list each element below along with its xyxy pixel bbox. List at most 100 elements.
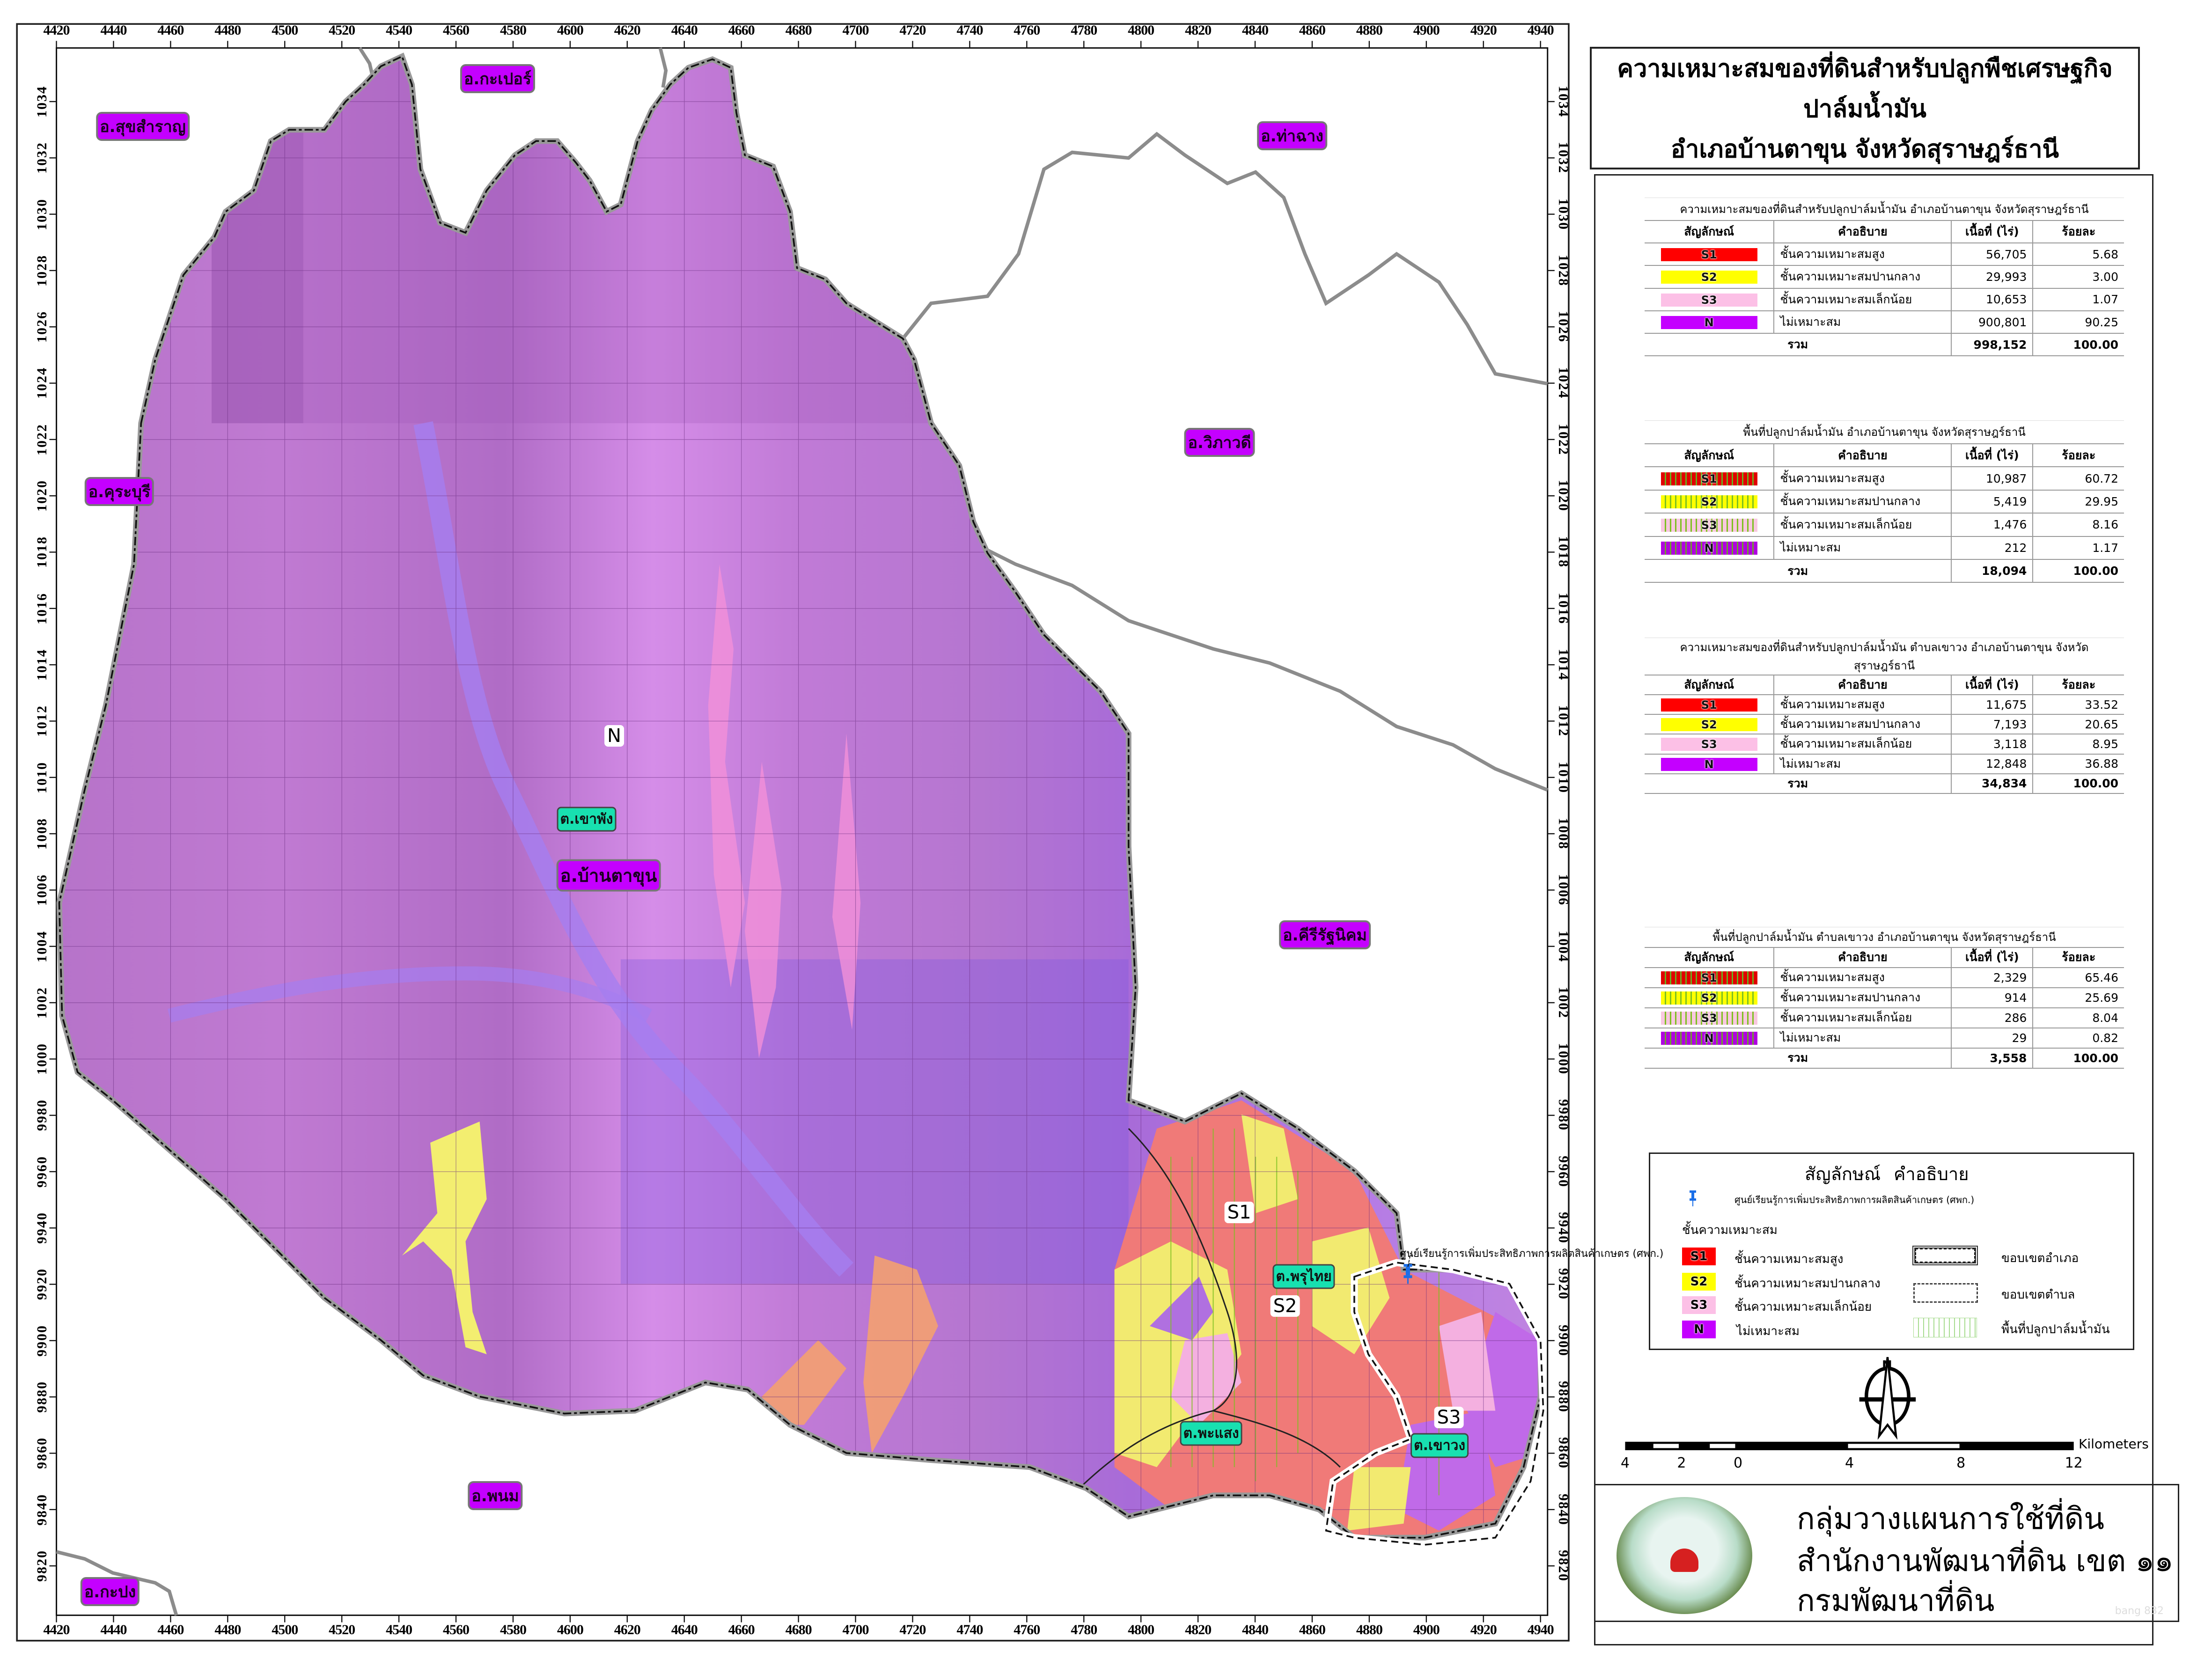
x-tick-label-top: 4440 [100,22,127,38]
x-tick-label-top: 4420 [43,22,70,38]
y-tick-label-left: 9840 [34,1493,50,1526]
row-percent: 1.07 [2032,288,2124,311]
table-row: N ไม่เหมาะสม 12,848 36.88 [1645,754,2124,774]
footer-box: กลุ่มวางแผนการใช้ที่ดิน สำนักงานพัฒนาที่… [1594,1484,2179,1622]
symbol-swatch-n: N [1661,757,1757,771]
y-tick-label-right: 1002 [1555,986,1571,1019]
symbol-swatch-s3: S3 [1661,518,1757,532]
x-tick-label-top: 4540 [386,22,412,38]
total-area: 3,558 [1951,1048,2033,1069]
y-tick-label-left: 9940 [34,1212,50,1244]
x-tick-label-top: 4660 [728,22,755,38]
tick-marks [49,41,1555,1622]
x-tick-label-top: 4860 [1299,22,1326,38]
symbol-swatch-s2: S2 [1661,271,1757,284]
watermark: bang 832 [2115,1605,2164,1617]
row-area: 286 [1951,1007,2033,1028]
x-tick-label-bottom: 4700 [842,1622,869,1638]
legend-desc-n: ไม่เหมาะสม [1736,1324,1800,1338]
table-row: S3 ชั้นความเหมาะสมเล็กน้อย 1,476 8.16 [1645,513,2124,537]
table-header: สัญลักษณ์ [1645,675,1774,696]
scale-label: 0 [1733,1455,1743,1471]
legend-heading-description: คำอธิบาย [1894,1164,1969,1184]
y-tick-label-right: 9820 [1555,1549,1571,1582]
y-tick-label-left: 1008 [34,817,50,850]
y-tick-label-left: 9820 [34,1549,50,1582]
summary-table-4: พื้นที่ปลูกปาล์มน้ำมัน ตำบลเขาวง อำเภอบ้… [1645,927,2124,1069]
y-tick-label-left: 1022 [34,423,50,455]
table-header: ร้อยละ [2032,443,2124,468]
symbol-swatch-n: N [1661,1032,1757,1045]
summary-table-2: พื้นที่ปลูกปาล์มน้ำมัน อำเภอบ้านตาขุน จั… [1645,420,2124,583]
row-area: 10,987 [1951,467,2033,491]
pin-icon [1689,1190,1697,1207]
x-tick-label-bottom: 4580 [500,1622,527,1638]
row-percent: 1.17 [2032,536,2124,560]
y-tick-label-left: 1010 [34,761,50,793]
row-percent: 0.82 [2032,1028,2124,1049]
row-percent: 20.65 [2032,714,2124,735]
class-label-s3: S3 [1434,1407,1464,1428]
x-tick-label-bottom: 4900 [1413,1622,1440,1638]
total-area: 34,834 [1951,773,2033,794]
legend-swatch-s1: S1 [1682,1248,1716,1265]
total-area: 998,152 [1951,333,2033,357]
x-tick-label-bottom: 4620 [614,1622,641,1638]
y-tick-label-right: 1008 [1555,817,1571,850]
x-tick-label-bottom: 4680 [785,1622,812,1638]
table-row: S1 ชั้นความเหมาะสมสูง 2,329 65.46 [1645,967,2124,988]
x-tick-label-top: 4520 [329,22,355,38]
y-tick-label-right: 9840 [1555,1493,1571,1526]
north-arrow-label: N [1882,1358,1892,1373]
y-tick-label-right: 1034 [1555,85,1571,117]
table-caption: ความเหมาะสมของที่ดินสำหรับปลูกปาล์มน้ำมั… [1645,638,2124,675]
x-tick-label-top: 4840 [1242,22,1269,38]
x-tick-label-top: 4580 [500,22,527,38]
total-percent: 100.00 [2032,1048,2124,1069]
row-description: ชั้นความเหมาะสมสูง [1773,967,1952,988]
x-tick-label-bottom: 4600 [557,1622,584,1638]
table-row: N ไม่เหมาะสม 212 1.17 [1645,536,2124,560]
title-box: ความเหมาะสมของที่ดินสำหรับปลูกพืชเศรษฐกิ… [1590,47,2140,169]
y-tick-label-left: 1002 [34,986,50,1019]
total-area: 18,094 [1951,559,2033,583]
table-header: สัญลักษณ์ [1645,220,1774,244]
total-label: รวม [1645,1048,1952,1069]
row-area: 56,705 [1951,243,2033,266]
y-tick-label-right: 9900 [1555,1324,1571,1357]
table-total-row: รวม 34,834 100.00 [1645,773,2124,794]
row-description: ไม่เหมาะสม [1773,310,1952,334]
x-tick-label-bottom: 4760 [1014,1622,1040,1638]
row-percent: 33.52 [2032,695,2124,715]
row-area: 29,993 [1951,265,2033,289]
x-tick-label-top: 4460 [157,22,184,38]
footer-line-1: กลุ่มวางแผนการใช้ที่ดิน [1797,1502,2105,1536]
district-label-phanom: อ.พนม [470,1483,521,1508]
total-percent: 100.00 [2032,773,2124,794]
x-tick-label-bottom: 4820 [1185,1622,1212,1638]
symbol-swatch-s1: S1 [1661,698,1757,712]
y-tick-label-right: 1020 [1555,480,1571,512]
x-tick-label-top: 4560 [443,22,470,38]
row-area: 2,329 [1951,967,2033,988]
table-caption: พื้นที่ปลูกปาล์มน้ำมัน ตำบลเขาวง อำเภอบ้… [1645,927,2124,948]
y-tick-label-right: 1026 [1555,311,1571,343]
legend-desc-s2: ชั้นความเหมาะสมปานกลาง [1734,1277,1881,1291]
x-tick-label-top: 4800 [1128,22,1154,38]
land-development-department-logo [1617,1497,1752,1614]
x-tick-label-top: 4740 [956,22,983,38]
subdistrict-label-phasaeng: ต.พะแสง [1181,1422,1241,1445]
row-percent: 65.46 [2032,967,2124,988]
table-header: เนื้อที่ (ไร่) [1951,947,2033,968]
scale-label: 8 [1956,1455,1966,1471]
y-tick-label-left: 1000 [34,1043,50,1075]
y-tick-label-right: 1032 [1555,142,1571,174]
row-area: 212 [1951,536,2033,560]
x-tick-label-bottom: 4800 [1128,1622,1154,1638]
row-description: ไม่เหมาะสม [1773,1028,1952,1049]
y-tick-label-left: 1028 [34,254,50,286]
y-tick-label-right: 1016 [1555,592,1571,624]
y-tick-label-right: 1018 [1555,536,1571,568]
row-area: 3,118 [1951,734,2033,755]
x-tick-label-bottom: 4860 [1299,1622,1326,1638]
